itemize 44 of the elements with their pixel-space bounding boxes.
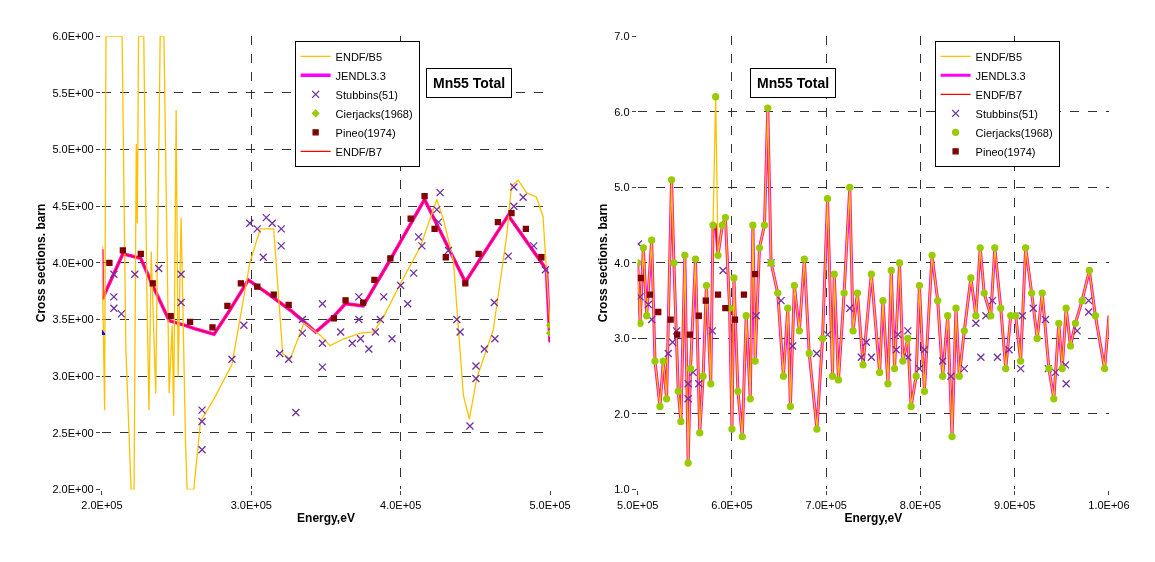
- legend-label: Cierjacks(1968): [975, 126, 1053, 139]
- y-tick-label: 4.0: [614, 256, 630, 269]
- legend-label: JENDL3.3: [975, 69, 1026, 82]
- legend-label: ENDF/B7: [335, 145, 383, 158]
- legend-label: Pineo(1974): [335, 126, 396, 139]
- legend-label: JENDL3.3: [335, 69, 386, 82]
- x-tick-label: 4.0E+05: [380, 498, 422, 511]
- y-tick-label: 5.0E+00: [52, 143, 94, 156]
- x-axis-title: Energy,eV: [844, 511, 903, 526]
- y-tick-label: 6.0E+00: [52, 30, 94, 43]
- x-tick-label: 7.0E+05: [805, 498, 847, 511]
- x-tick-label: 5.0E+05: [617, 498, 659, 511]
- y-tick-label: 3.0: [614, 332, 630, 345]
- x-tick-label: 5.0E+05: [529, 498, 571, 511]
- y-axis-title: Cross sections. barn: [34, 203, 49, 323]
- y-tick-label: 2.5E+00: [52, 426, 94, 439]
- annotation: Mn55 Total: [433, 75, 506, 91]
- y-tick-label: 6.0: [614, 105, 630, 118]
- x-tick-label: 3.0E+05: [230, 498, 272, 511]
- annotation: Mn55 Total: [757, 75, 830, 91]
- legend-label: ENDF/B5: [975, 50, 1023, 63]
- x-tick-label: 2.0E+05: [81, 498, 123, 511]
- x-tick-label: 9.0E+05: [994, 498, 1036, 511]
- x-tick-label: 1.0E+06: [1088, 498, 1130, 511]
- legend-label: Stubbins(51): [335, 88, 398, 101]
- x-tick-label: 6.0E+05: [711, 498, 753, 511]
- y-tick-label: 3.5E+00: [52, 313, 94, 326]
- legend-label: ENDF/B5: [335, 50, 383, 63]
- x-tick-label: 8.0E+05: [899, 498, 942, 511]
- y-tick-label: 4.0E+00: [52, 256, 94, 269]
- legend-label: Stubbins(51): [975, 107, 1038, 120]
- y-tick-label: 3.0E+00: [52, 370, 94, 383]
- y-tick-label: 2.0: [614, 407, 630, 420]
- y-tick-label: 1.0: [614, 483, 630, 496]
- y-axis-title: Cross sections. barn: [596, 203, 611, 323]
- legend-label: Cierjacks(1968): [335, 107, 413, 120]
- legend-label: Pineo(1974): [975, 145, 1036, 158]
- legend-label: ENDF/B7: [975, 88, 1023, 101]
- y-tick-label: 5.0: [614, 181, 630, 194]
- y-tick-label: 5.5E+00: [52, 86, 94, 99]
- y-tick-label: 4.5E+00: [52, 200, 94, 213]
- x-axis-title: Energy,eV: [297, 511, 355, 526]
- y-tick-label: 2.0E+00: [52, 483, 94, 496]
- y-tick-label: 7.0: [614, 30, 630, 43]
